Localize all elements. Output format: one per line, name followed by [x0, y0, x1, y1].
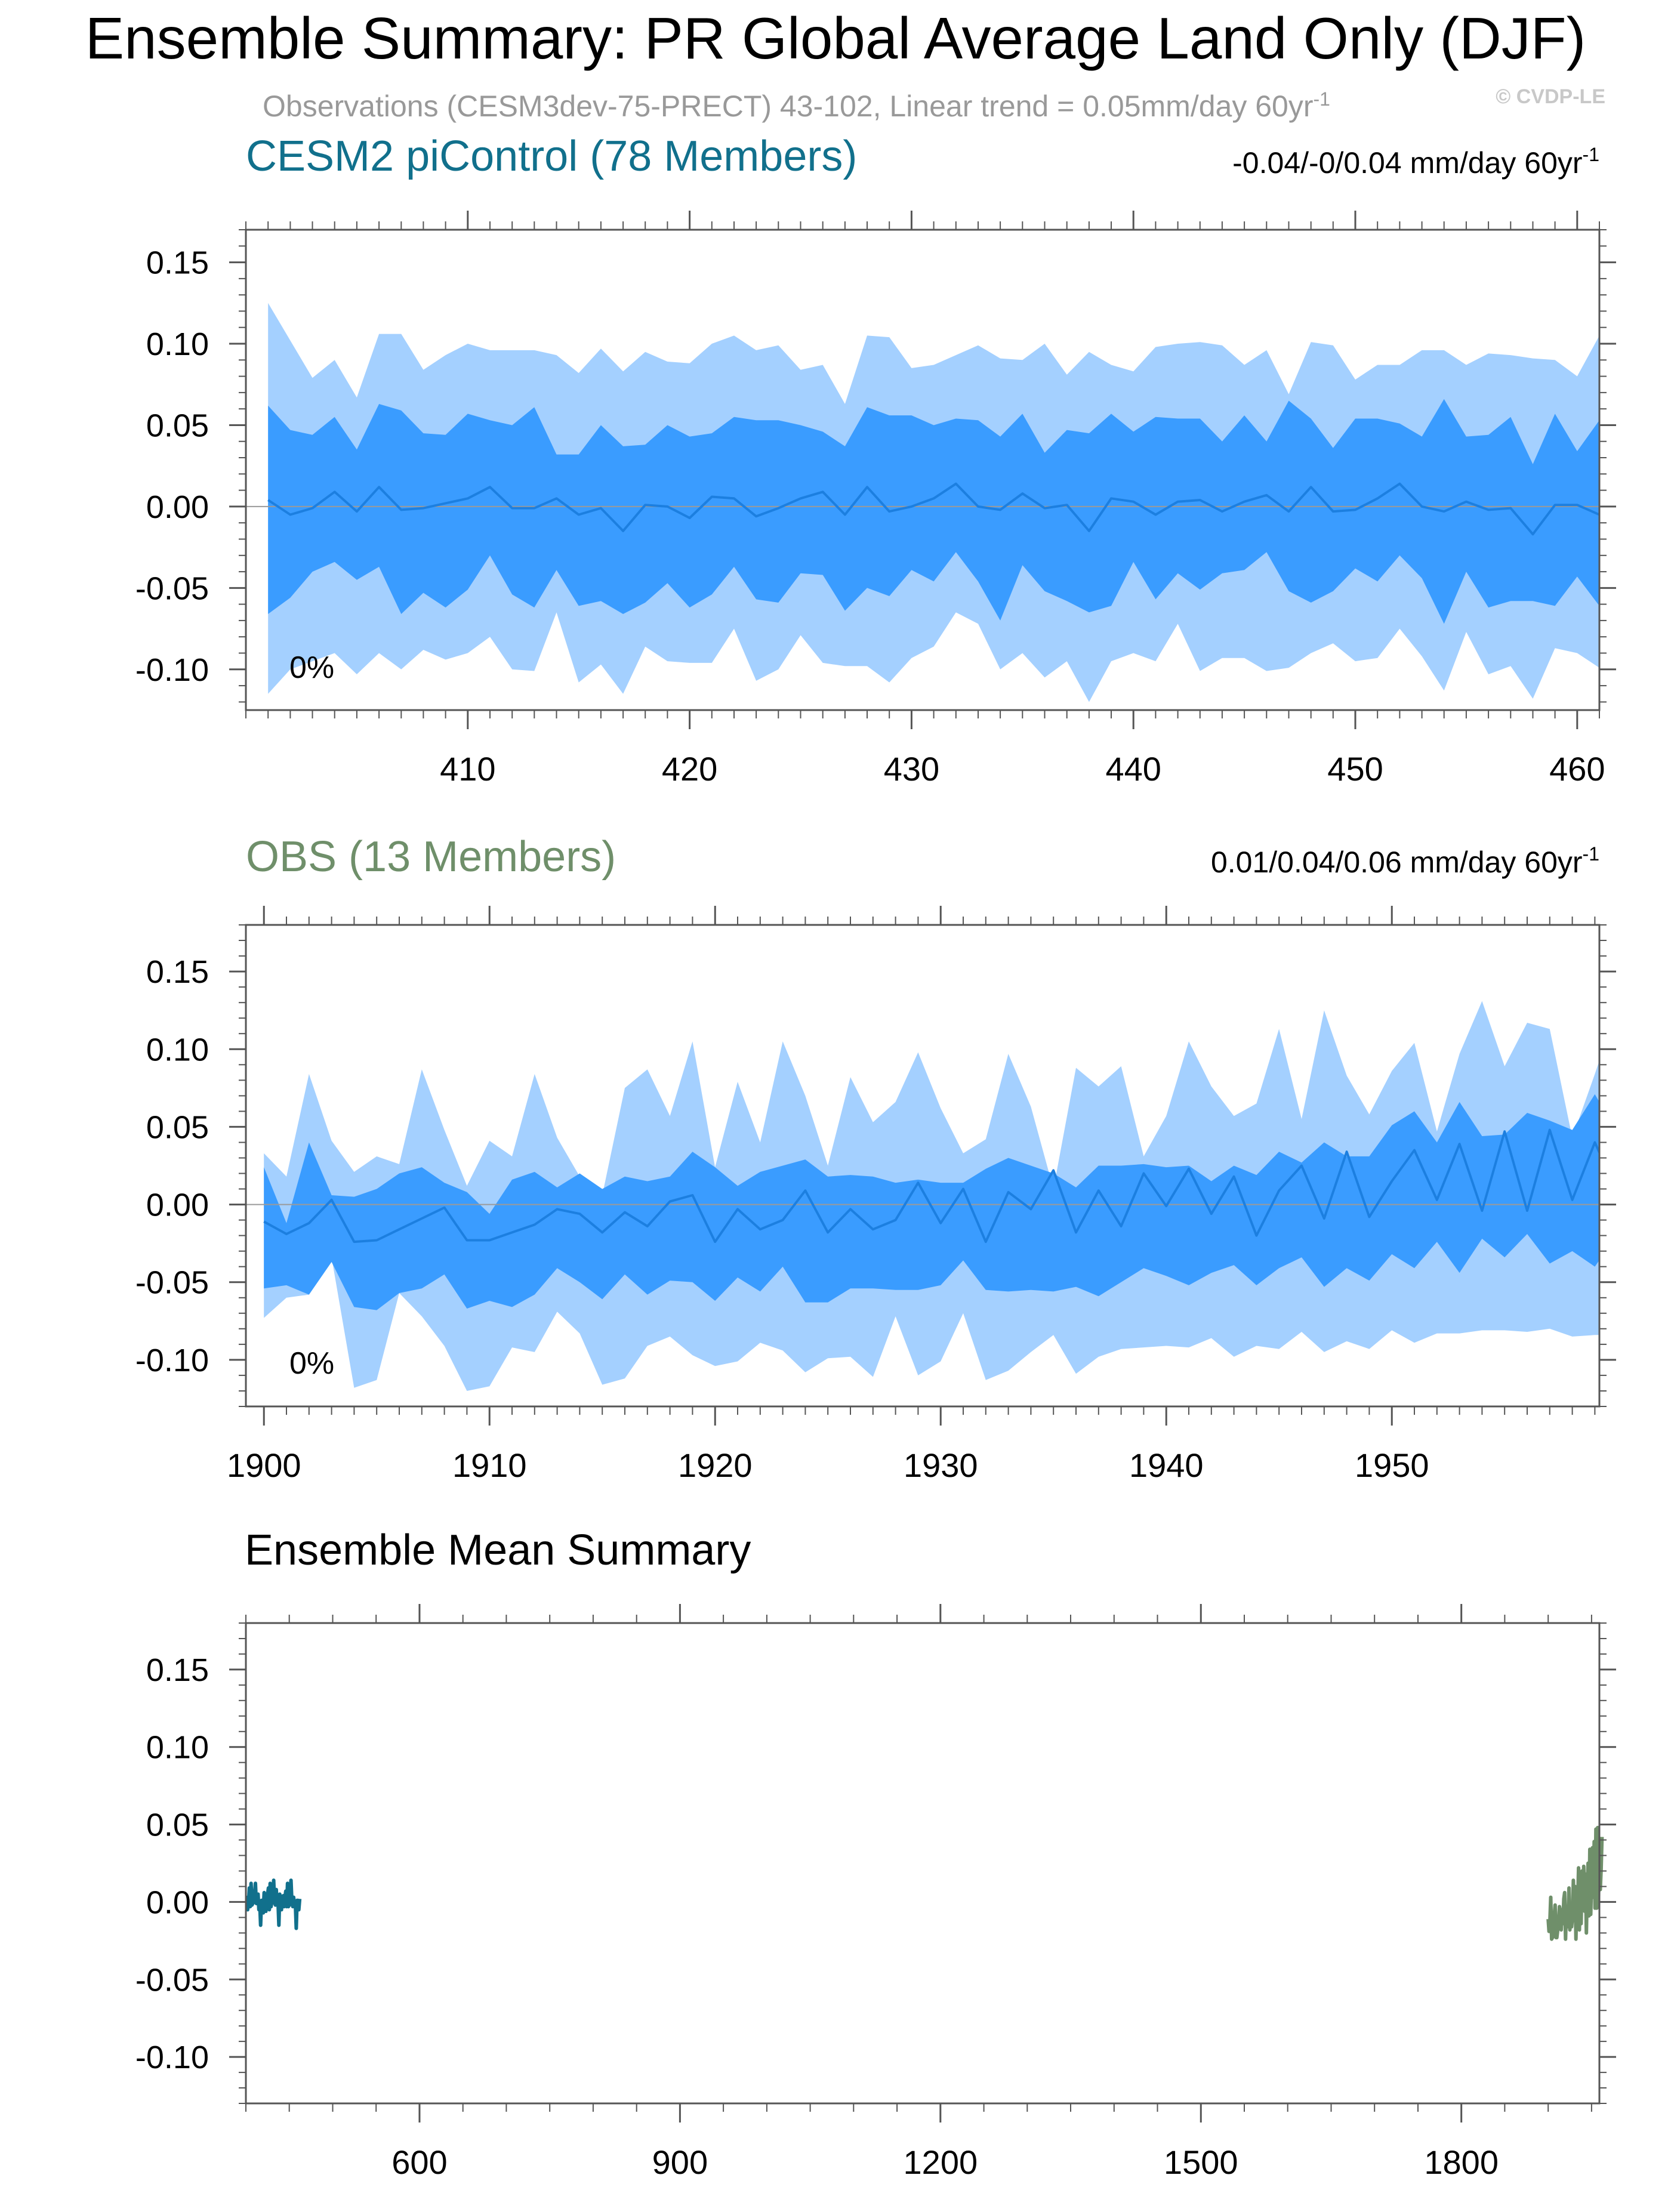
trend-label-obs: 0.01/0.04/0.06 mm/day 60yr-1	[1211, 843, 1599, 879]
band-inner-obs	[264, 1094, 1599, 1310]
x-tick-label-obs: 1940	[1129, 1446, 1204, 1484]
y-tick-label-ensemble-mean: 0.15	[146, 1652, 209, 1688]
x-tick-label-obs: 1900	[227, 1446, 301, 1484]
y-tick-label-obs: 0.05	[146, 1109, 209, 1145]
plot-obs: 0.15 0.10 0.05 0.00 -0.05 -0.10 1900 1910 1920 19…	[135, 906, 1616, 1484]
figure-title: Ensemble Summary: PR Global Average Land…	[85, 5, 1586, 71]
y-tick-label-ensemble-mean: -0.10	[135, 2040, 209, 2075]
mean-line-obs	[263, 1128, 1599, 1244]
x-tick-label-cesm2: 460	[1549, 750, 1605, 788]
plot-cesm2: 0.15 0.10 0.05 0.00 -0.05 -0.10 410 420 430 440 45…	[135, 211, 1616, 788]
x-tick-label-cesm2: 420	[662, 750, 717, 788]
x-tick-label-obs: 1920	[678, 1446, 753, 1484]
y-tick-label-ensemble-mean: -0.05	[135, 1962, 209, 1998]
subtitle-main: Observations (CESM3dev-75-PRECT) 43-102,…	[263, 90, 1314, 123]
panel-title-ensemble-mean: Ensemble Mean Summary	[245, 1526, 751, 1574]
x-tick-label-ensemble-mean: 1200	[904, 2143, 978, 2181]
panel-ensemble-mean: Ensemble Mean Summary 0.15 0.10 0.05 0.00 -0…	[135, 1526, 1616, 2181]
y-tick-label-cesm2: 0.05	[146, 408, 209, 443]
panel-title-obs: OBS (13 Members)	[246, 833, 616, 881]
trend-superscript-obs: -1	[1583, 843, 1599, 865]
panel-cesm2: CESM2 piControl (78 Members) -0.04/-0/0.…	[135, 132, 1616, 788]
y-tick-label-obs: 0.10	[146, 1032, 209, 1068]
panel-title-cesm2: CESM2 piControl (78 Members)	[246, 132, 857, 180]
x-tick-label-cesm2: 440	[1105, 750, 1161, 788]
copyright-label: © CVDP-LE	[1496, 85, 1605, 108]
x-tick-label-ensemble-mean: 1800	[1424, 2143, 1499, 2181]
percent-label-obs: 0%	[289, 1346, 334, 1381]
trend-label-cesm2: -0.04/-0/0.04 mm/day 60yr-1	[1232, 144, 1599, 180]
ensemble-mean-line-cesm2	[245, 1878, 302, 1930]
x-tick-label-obs: 1930	[904, 1446, 978, 1484]
x-tick-label-ensemble-mean: 900	[652, 2143, 708, 2181]
trend-main-obs: 0.01/0.04/0.06 mm/day 60yr	[1211, 846, 1583, 879]
y-tick-label-cesm2: -0.05	[135, 570, 209, 606]
y-tick-label-cesm2: -0.10	[135, 652, 209, 688]
x-tick-label-cesm2: 430	[884, 750, 939, 788]
y-tick-label-cesm2: 0.10	[146, 326, 209, 362]
x-tick-label-cesm2: 410	[440, 750, 495, 788]
ensemble-mean-line-obs	[1546, 1825, 1604, 1941]
band-layer-obs	[246, 1001, 1599, 1391]
y-tick-label-obs: 0.15	[146, 954, 209, 990]
panel-obs: OBS (13 Members) 0.01/0.04/0.06 mm/day 6…	[135, 833, 1616, 1484]
y-tick-label-cesm2: 0.15	[146, 245, 209, 281]
mean-line-cesm2	[267, 482, 1599, 536]
x-tick-label-obs: 1950	[1355, 1446, 1429, 1484]
plot-ensemble-mean: 0.15 0.10 0.05 0.00 -0.05 -0.10 600 900 1200 1500…	[135, 1604, 1616, 2181]
y-tick-label-ensemble-mean: 0.10	[146, 1730, 209, 1766]
x-tick-label-cesm2: 450	[1327, 750, 1383, 788]
trend-superscript-cesm2: -1	[1583, 144, 1599, 165]
y-tick-label-ensemble-mean: 0.00	[146, 1884, 209, 1920]
x-tick-label-ensemble-mean: 1500	[1164, 2143, 1238, 2181]
figure-subtitle: Observations (CESM3dev-75-PRECT) 43-102,…	[263, 88, 1330, 123]
y-tick-label-cesm2: 0.00	[146, 489, 209, 525]
subtitle-superscript: -1	[1314, 88, 1330, 110]
y-tick-label-obs: -0.10	[135, 1343, 209, 1378]
plot-frame-cesm2	[245, 229, 1601, 711]
percent-label-cesm2: 0%	[289, 650, 334, 685]
y-tick-label-obs: 0.00	[146, 1187, 209, 1223]
y-tick-label-obs: -0.05	[135, 1265, 209, 1301]
band-layer-cesm2	[246, 303, 1599, 702]
x-tick-label-obs: 1910	[452, 1446, 527, 1484]
plot-frame-ensemble-mean	[245, 1622, 1601, 2105]
x-tick-label-ensemble-mean: 600	[391, 2143, 447, 2181]
y-tick-label-ensemble-mean: 0.05	[146, 1807, 209, 1843]
trend-main-cesm2: -0.04/-0/0.04 mm/day 60yr	[1232, 146, 1582, 180]
plot-frame-obs	[245, 924, 1601, 1408]
band-inner-cesm2	[268, 399, 1599, 624]
